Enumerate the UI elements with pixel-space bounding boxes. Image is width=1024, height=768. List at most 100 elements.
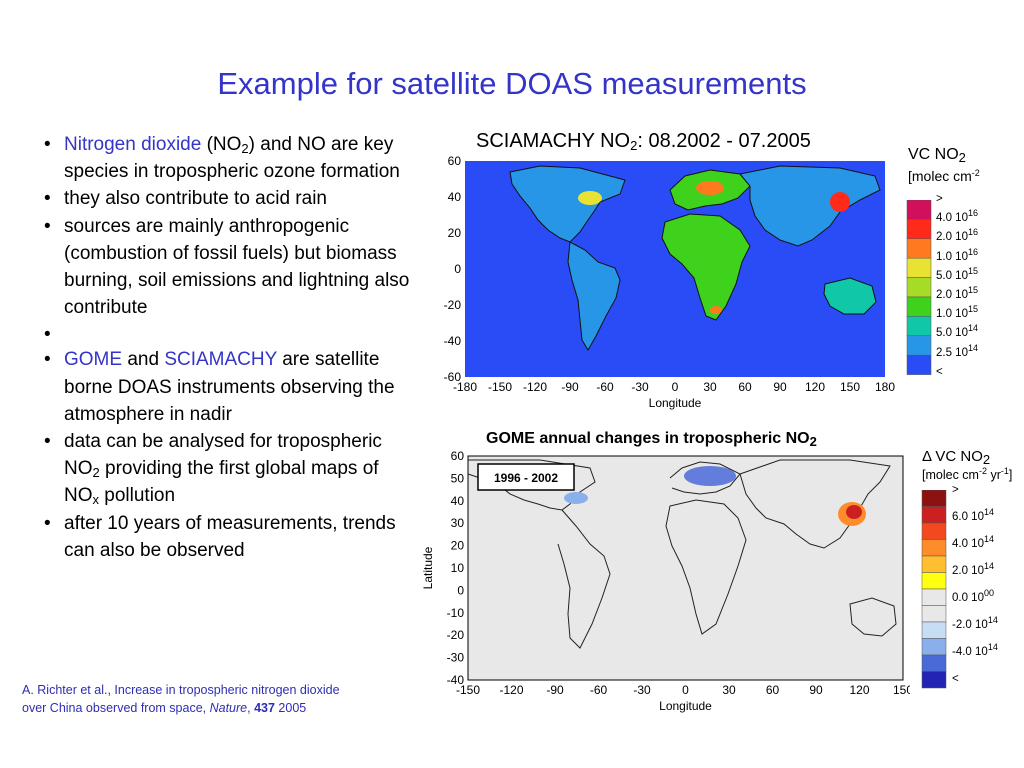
map2-legend-swatches — [921, 490, 947, 689]
legend-swatch — [906, 257, 932, 278]
term-sciamachy: SCIAMACHY — [164, 349, 277, 371]
legend-label: -4.0 1014 — [952, 643, 998, 659]
map1-legend-unit: [molec cm-2 — [908, 168, 980, 184]
map1-y-tick: 0 — [454, 262, 461, 276]
hotspot-china — [830, 192, 850, 212]
map2-figure: 60 50 40 30 20 10 0 -10 -20 -30 -40-150 -120 -90 -60 -… — [421, 449, 910, 713]
legend-label-text: 4.0 10 — [936, 212, 968, 225]
subscript: x — [92, 492, 100, 508]
map1-x-tick: -30 — [631, 380, 649, 394]
bullet-text: and — [122, 349, 165, 371]
bullet-text: are satellite borne DOAS instruments obs… — [64, 349, 395, 425]
bullet-analysis: data can be analysed for tropospheric NO… — [40, 428, 410, 510]
map2-change-areas — [564, 466, 866, 526]
map2-y-tick: -40 — [447, 673, 465, 687]
citation-comma: , — [247, 701, 255, 715]
increase-china-core — [846, 505, 862, 519]
legend-label: 1.0 1015 — [936, 305, 978, 321]
legend-label: < — [952, 673, 959, 685]
subscript: 2 — [958, 150, 966, 165]
map1-x-tick: -180 — [453, 380, 477, 394]
map2-y-tick: -10 — [447, 606, 465, 620]
legend-label-text: 2.0 10 — [936, 289, 968, 301]
citation-year: 2005 — [274, 701, 307, 715]
legend-label: 2.0 1015 — [936, 286, 978, 302]
legend-label: 6.0 1014 — [952, 508, 994, 524]
legend-swatch — [921, 490, 947, 507]
legend-swatch — [921, 506, 947, 524]
legend-swatch — [906, 200, 932, 220]
map2-y-tick: 30 — [451, 516, 465, 530]
superscript: 16 — [967, 208, 978, 219]
legend-label-text: -2.0 10 — [952, 619, 988, 631]
superscript: 00 — [983, 588, 994, 598]
map1-legend-title: VC NO2 — [908, 146, 966, 164]
legend-label-text: 2.0 10 — [936, 231, 968, 244]
superscript: -1 — [1000, 466, 1009, 476]
map2-x-tick: 0 — [682, 683, 689, 697]
australia-outline — [849, 597, 897, 637]
citation: A. Richter et al., Increase in troposphe… — [22, 681, 402, 717]
bullet-sources: sources are mainly anthropogenic (combus… — [40, 213, 410, 322]
map1-x-tick: -120 — [523, 380, 547, 394]
superscript: 14 — [983, 561, 994, 571]
term-nitrogen-dioxide: Nitrogen dioxide — [64, 134, 202, 155]
map1-x-tick: 0 — [672, 380, 679, 394]
legend-title-text: VC NO — [908, 146, 959, 163]
south-america-outline — [557, 509, 611, 649]
hotspot-us-east — [578, 191, 602, 205]
legend-label-text: 1.0 10 — [936, 308, 968, 321]
legend-unit-text: [molec cm — [922, 468, 979, 482]
legend-swatch — [921, 572, 947, 590]
hotspot-europe — [696, 181, 724, 195]
europe-outline — [669, 461, 741, 495]
legend-label: 2.5 1014 — [936, 343, 978, 359]
citation-journal: Nature — [209, 701, 248, 715]
legend-label-text: 2.5 10 — [936, 346, 968, 359]
bullet-text: (NO — [201, 134, 242, 155]
legend-label: > — [936, 193, 943, 205]
legend-swatch — [906, 354, 932, 375]
bullet-text: providing the first global maps of NO — [64, 458, 379, 507]
period-label: 1996 - 2002 — [494, 471, 558, 485]
legend-label: 5.0 1015 — [936, 266, 978, 282]
legend-swatch — [921, 605, 947, 623]
legend-label-text: > — [952, 484, 959, 496]
map2-x-tick: -150 — [456, 683, 480, 697]
map1-x-tick: 120 — [805, 380, 825, 394]
map2-x-tick: -60 — [590, 683, 608, 697]
asia-outline — [739, 459, 891, 549]
map1-x-tick: -90 — [561, 380, 579, 394]
map2-x-tick: -30 — [633, 683, 651, 697]
legend-swatch — [906, 335, 932, 356]
map2-x-tick: 150 — [893, 683, 910, 697]
asia — [739, 165, 881, 247]
map1-x-label: Longitude — [649, 396, 702, 410]
legend-label-text: > — [936, 193, 943, 205]
superscript: 15 — [967, 304, 978, 315]
legend-unit-text: ] — [1008, 468, 1013, 482]
legend-title-text: Δ VC NO — [922, 448, 983, 465]
legend-unit-text: [molec cm — [908, 168, 972, 184]
map2-y-tick: 50 — [451, 471, 465, 485]
legend-swatch — [906, 316, 932, 337]
map1-title-text: SCIAMACHY NO — [476, 130, 631, 152]
map2-y-tick: 10 — [451, 561, 465, 575]
map1-legend-bar — [906, 200, 932, 375]
period-box — [477, 463, 575, 491]
bullet-trends: after 10 years of measurements, trends c… — [40, 510, 410, 564]
map2-x-tick: 60 — [766, 683, 780, 697]
map1-x-tick: 150 — [840, 380, 860, 394]
legend-label: 0.0 1000 — [952, 589, 994, 605]
map2-plot-area — [467, 455, 904, 681]
map2-y-label: Latitude — [421, 546, 435, 589]
north-america — [509, 165, 626, 243]
map2-x-tick: 90 — [809, 683, 823, 697]
bullet-text: ) and NO are key species in tropospheric… — [64, 134, 400, 183]
map2-y-tick: -20 — [447, 628, 465, 642]
legend-label: 4.0 1014 — [952, 535, 994, 551]
legend-swatch — [921, 522, 947, 540]
legend-swatch — [906, 277, 932, 298]
legend-swatch — [921, 555, 947, 573]
bullet-text: data can be analysed for tropospheric NO — [64, 431, 382, 480]
